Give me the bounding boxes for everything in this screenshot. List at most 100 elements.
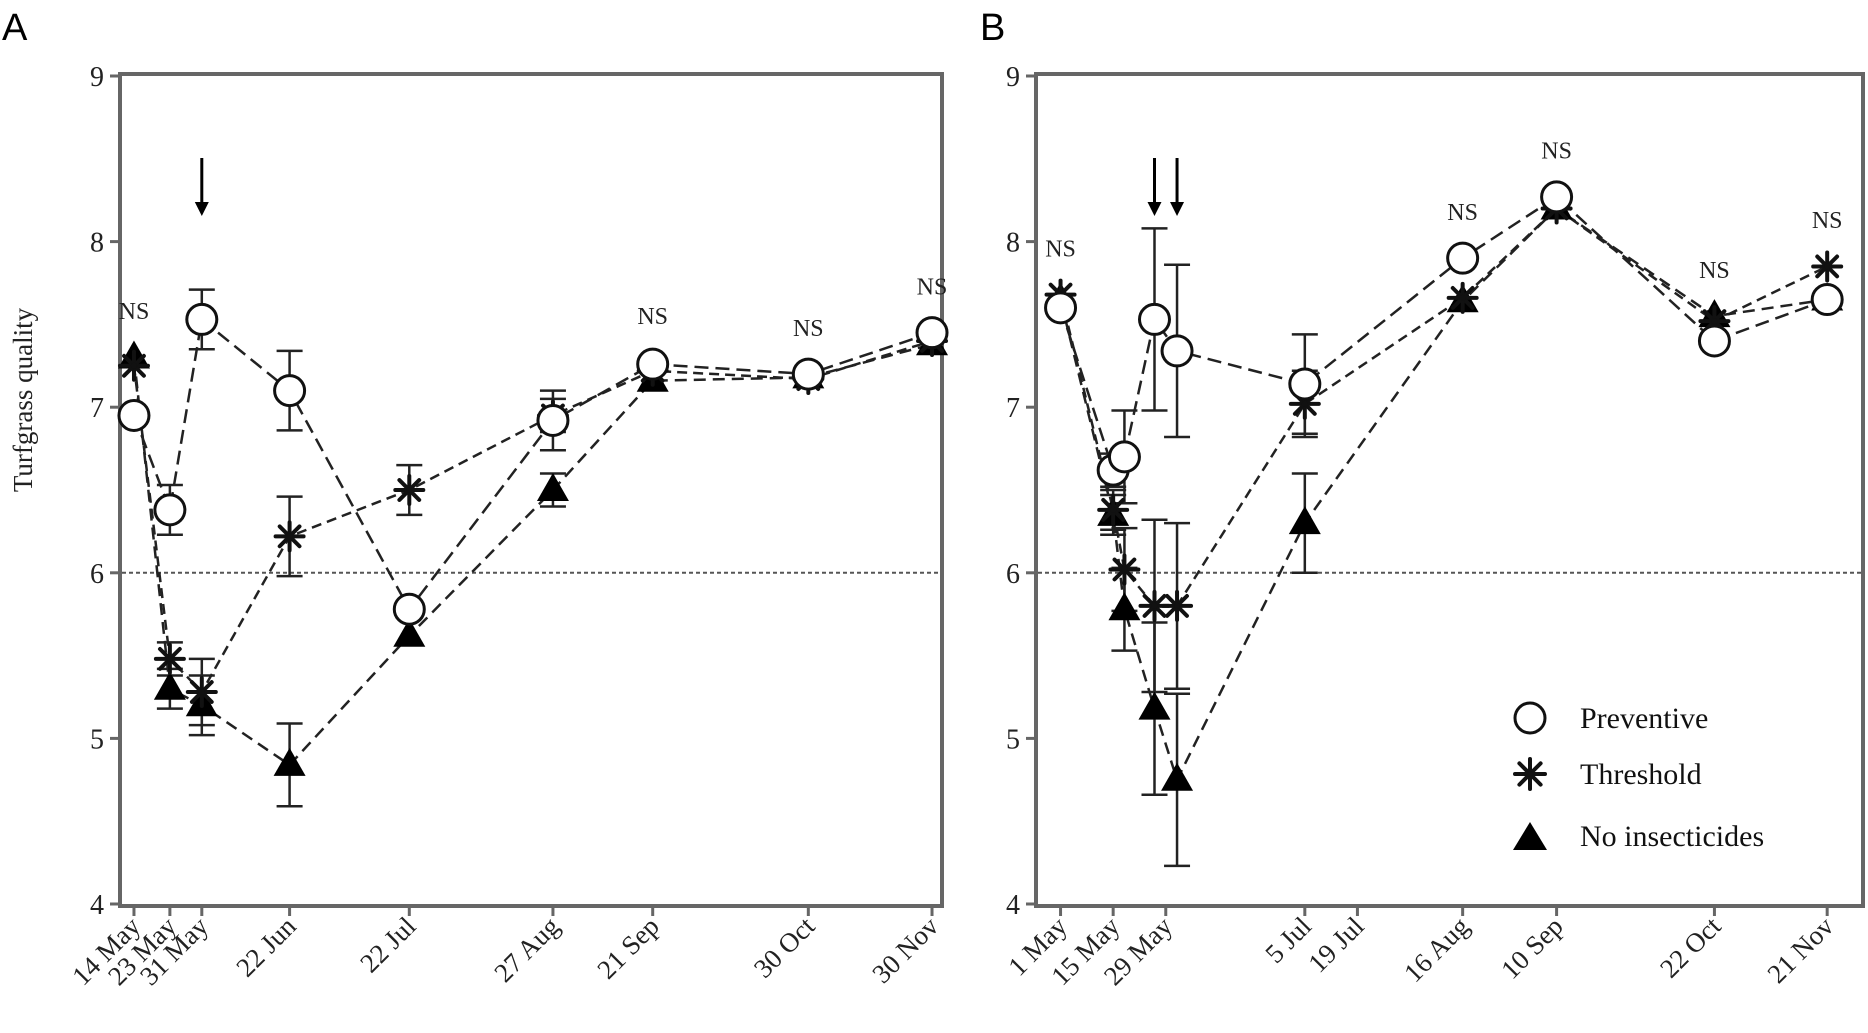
legend-label-threshold: Threshold	[1580, 758, 1702, 791]
y-tick-label-b: 6	[1006, 559, 1020, 590]
point-threshold-b-center	[1459, 294, 1466, 301]
point-no-insecticides-b	[1288, 506, 1321, 535]
point-no-insecticides-b	[1161, 762, 1194, 791]
point-threshold-b	[1446, 281, 1479, 314]
y-tick-label-a: 8	[90, 228, 104, 259]
point-preventive-a	[636, 347, 670, 381]
point-threshold-b-center	[1824, 263, 1831, 270]
legend-marker-preventive	[1513, 701, 1547, 735]
point-threshold-b-center	[1151, 602, 1158, 609]
point-threshold-b-center	[1110, 506, 1117, 513]
y-tick-label-b: 5	[1006, 724, 1020, 755]
point-threshold-b	[1161, 589, 1194, 622]
point-threshold-a-center	[198, 689, 205, 696]
ns-label-b: NS	[1447, 200, 1478, 226]
y-tick-label-a: 5	[90, 724, 104, 755]
x-tick-label-a: 30 Oct	[748, 911, 821, 984]
legend-item-preventive: Preventive	[1513, 701, 1708, 735]
series-line-none-a	[132, 343, 933, 767]
point-preventive-a	[392, 592, 426, 626]
y-tick-label-b: 7	[1006, 393, 1020, 424]
plot-frame-a	[118, 72, 944, 908]
point-threshold-a	[153, 642, 186, 675]
legend-marker-no-insecticides	[1513, 822, 1547, 850]
legend-label-preventive: Preventive	[1580, 702, 1708, 735]
legend-item-no-insecticides: No insecticides	[1513, 820, 1764, 853]
point-threshold-a	[117, 349, 150, 382]
series-line-threshold-a	[132, 339, 933, 695]
point-preventive-a	[791, 357, 825, 391]
point-preventive-a	[273, 374, 307, 408]
point-preventive-b	[1137, 302, 1171, 336]
point-threshold-a-center	[130, 362, 137, 369]
arrow-head	[1170, 202, 1185, 216]
point-threshold-a-center	[286, 533, 293, 540]
point-threshold-b-center	[1711, 318, 1718, 325]
point-threshold-b-center	[1174, 602, 1181, 609]
y-tick-label-a: 4	[90, 890, 104, 921]
panel-a-letter: A	[2, 7, 28, 49]
x-tick-label-b: 16 Aug	[1398, 911, 1475, 988]
point-preventive-b	[1288, 367, 1322, 401]
point-no-insecticides-a	[536, 473, 569, 501]
point-preventive-b	[1697, 324, 1731, 358]
y-tick-label-a: 6	[90, 559, 104, 590]
series-line-threshold-b	[1059, 206, 1828, 608]
application-arrow-b	[1170, 158, 1185, 216]
point-no-insecticides-a	[393, 618, 426, 647]
x-tick-label-a: 21 Sep	[591, 911, 665, 985]
ns-label-a: NS	[119, 299, 150, 325]
ns-label-a: NS	[637, 304, 668, 330]
ns-label-a: NS	[917, 274, 948, 300]
x-tick-label-b: 22 Oct	[1654, 911, 1727, 984]
legend: Preventive Threshold No insecticides	[1513, 701, 1764, 853]
point-preventive-b	[1540, 180, 1574, 214]
x-tick-label-b: 21 Nov	[1761, 911, 1839, 989]
application-arrow-a	[194, 158, 209, 216]
point-threshold-a-center	[166, 655, 173, 662]
point-no-insecticides-b	[1138, 691, 1171, 720]
legend-item-threshold: Threshold	[1513, 757, 1702, 791]
ns-label-a: NS	[793, 316, 824, 342]
arrow-head	[194, 202, 209, 216]
x-tick-label-b: 10 Sep	[1495, 911, 1569, 985]
plot-frame-b	[1034, 72, 1865, 908]
y-axis-label: Turfgrass quality	[8, 307, 38, 492]
legend-asterisk-shape-center	[1527, 771, 1533, 777]
legend-label-no-insecticides: No insecticides	[1580, 820, 1764, 853]
point-threshold-b	[1811, 250, 1844, 283]
point-threshold-b	[1108, 553, 1141, 586]
point-preventive-b	[1107, 440, 1141, 474]
point-no-insecticides-b	[1108, 592, 1141, 621]
legend-marker-threshold	[1513, 757, 1547, 791]
point-preventive-a	[915, 316, 949, 350]
point-threshold-a-center	[406, 487, 413, 493]
point-preventive-a	[117, 398, 151, 432]
x-tick-label-a: 30 Nov	[866, 911, 944, 989]
point-preventive-b	[1044, 291, 1078, 325]
point-preventive-b	[1810, 283, 1844, 317]
point-threshold-b	[1097, 493, 1130, 526]
point-no-insecticides-a	[273, 747, 306, 776]
legend-asterisk-shape	[1513, 757, 1547, 791]
ns-label-b: NS	[1699, 258, 1730, 284]
point-threshold-a	[273, 520, 306, 553]
point-threshold-a	[393, 474, 426, 506]
x-tick-label-a: 22 Jul	[354, 911, 421, 978]
point-preventive-a	[185, 302, 219, 336]
point-threshold-b-center	[1121, 566, 1128, 573]
point-preventive-b	[1160, 334, 1194, 368]
y-tick-label-a: 7	[90, 393, 104, 424]
application-arrow-b	[1147, 158, 1162, 216]
point-preventive-a	[536, 403, 570, 437]
y-tick-label-a: 9	[90, 62, 104, 93]
y-tick-label-b: 9	[1006, 62, 1020, 93]
point-no-insecticides-a	[153, 671, 186, 700]
point-preventive-a	[153, 493, 187, 527]
x-tick-label-b: 19 Jul	[1302, 911, 1369, 978]
panel-b-letter: B	[980, 7, 1005, 49]
y-tick-label-b: 8	[1006, 228, 1020, 259]
